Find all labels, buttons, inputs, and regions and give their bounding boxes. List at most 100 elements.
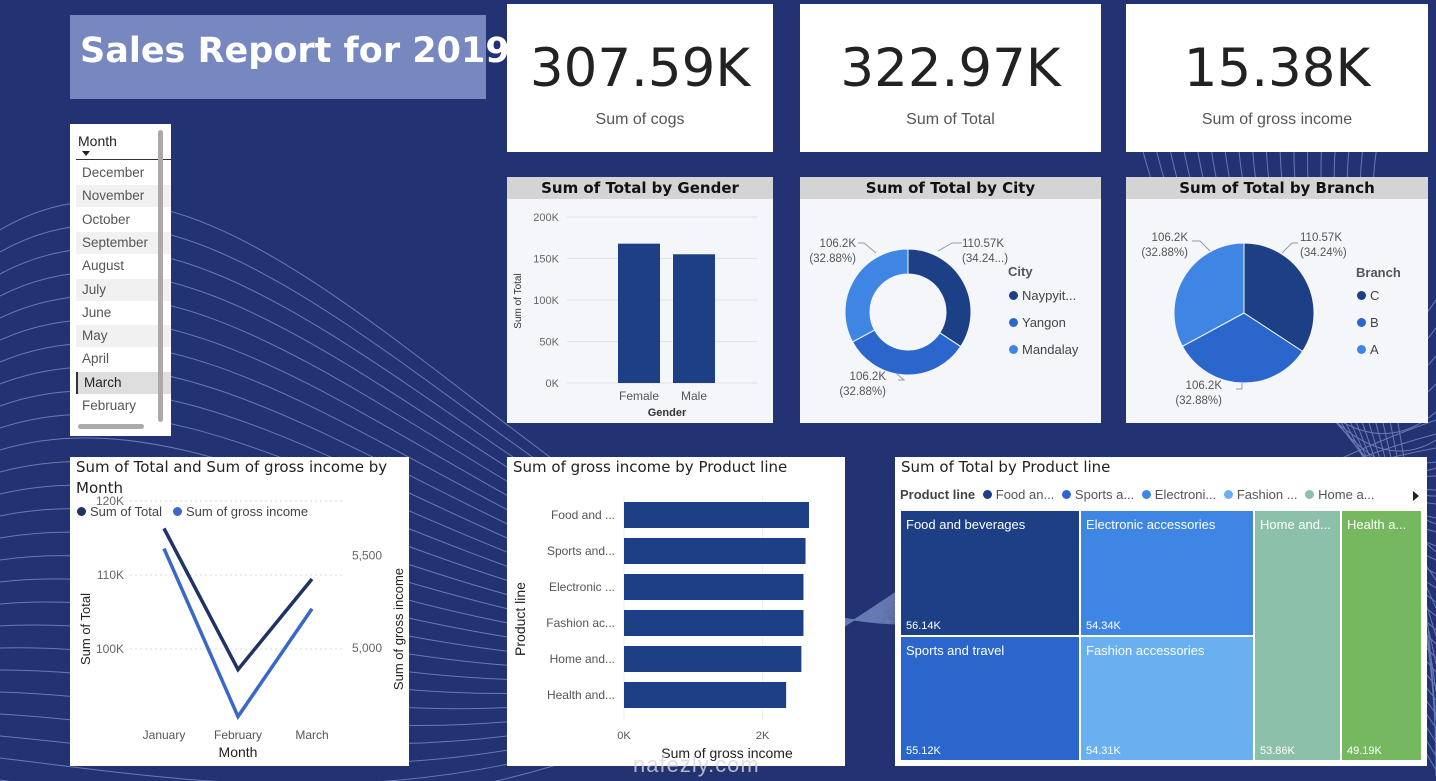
legend-label: C <box>1370 288 1380 303</box>
legend-title: Product line <box>900 487 976 502</box>
legend-item-home[interactable]: Home a... <box>1305 487 1375 502</box>
treemap-tile-3[interactable]: Fashion accessories 54.31K <box>1081 637 1253 760</box>
treemap-tile-5[interactable]: Health a... 49.19K <box>1342 511 1421 760</box>
x-tick-label: January <box>143 728 186 742</box>
tile-value: 54.31K <box>1086 745 1121 757</box>
chart-title-line2: Month <box>76 479 124 497</box>
data-label: (32.88%) <box>839 386 886 398</box>
legend-item-naypyitaw[interactable]: Naypyit... <box>1009 288 1076 303</box>
leader-line <box>858 242 877 254</box>
tile-value: 49.19K <box>1347 745 1382 757</box>
legend-item-yangon[interactable]: Yangon <box>1009 315 1066 330</box>
slicer-hscrollbar[interactable] <box>78 424 144 429</box>
chevron-down-icon[interactable] <box>82 151 90 156</box>
slicer-header[interactable]: Month <box>78 133 117 149</box>
legend-item-food[interactable]: Food an... <box>982 487 1054 502</box>
y-tick-label: Fashion ac... <box>546 616 615 630</box>
y-left-tick-label: 120K <box>96 494 124 508</box>
legend-item-mandalay[interactable]: Mandalay <box>1009 342 1078 357</box>
kpi-value: 307.59K <box>529 38 751 99</box>
y-tick-label: 150K <box>533 254 559 266</box>
legend-item-fashion[interactable]: Fashion ... <box>1223 487 1298 502</box>
slicer-item-october[interactable]: October <box>82 211 131 227</box>
tile-value: 55.12K <box>906 745 941 757</box>
x-axis-title: Sum of gross income <box>661 745 793 761</box>
legend-title: City <box>1008 264 1033 279</box>
series-line-sum-total <box>162 527 314 673</box>
leader-line <box>1281 242 1298 254</box>
treemap-tile-2[interactable]: Electronic accessories 54.34K <box>1081 511 1253 635</box>
chart-title: Sum of Total by Branch <box>1126 177 1428 199</box>
slicer-item-december[interactable]: December <box>82 165 145 180</box>
slicer-item-february[interactable]: February <box>82 398 137 413</box>
legend-item-electronic[interactable]: Electroni... <box>1141 487 1216 502</box>
legend-dot <box>1009 318 1018 327</box>
bar-product-5 <box>624 682 787 708</box>
treemap-tile-1[interactable]: Sports and travel 55.12K <box>901 637 1079 760</box>
product-gross-chart-card[interactable]: Sum of gross income by Product line Food… <box>507 457 845 766</box>
legend-dot <box>173 507 182 516</box>
legend-label: Sum of Total <box>90 504 163 519</box>
kpi-card-cogs[interactable]: 307.59K Sum of cogs <box>507 4 773 152</box>
slicer-item-may[interactable]: May <box>76 325 171 348</box>
y-left-tick-label: 110K <box>97 568 124 582</box>
city-chart-card[interactable]: Sum of Total by City 110.57K (34.24...) 10… <box>800 177 1101 423</box>
data-label: 106.2K <box>820 238 857 250</box>
gender-chart-card[interactable]: Sum of Total by Gender 200K 150K 100K 50K 0K… <box>507 177 773 423</box>
legend-dot <box>1357 318 1366 327</box>
legend-item-branch-a[interactable]: A <box>1357 342 1379 357</box>
slicer-item-august[interactable]: August <box>82 258 125 274</box>
treemap-card[interactable]: Sum of Total by Product line Product lin… <box>895 457 1427 766</box>
treemap-tile-4[interactable]: Home and... 53.86K <box>1255 511 1340 760</box>
tile-value: 56.14K <box>906 620 941 632</box>
y-tick-label: Sports and... <box>547 544 615 558</box>
legend-item-sports[interactable]: Sports a... <box>1061 487 1135 502</box>
legend-item-branch-c[interactable]: C <box>1357 288 1379 303</box>
slicer-item-july[interactable]: July <box>76 278 171 301</box>
month-line-chart-card[interactable]: Sum of Total and Sum of gross income by … <box>70 457 409 766</box>
kpi-label: Sum of gross income <box>1201 111 1353 128</box>
slicer-scrollbar[interactable] <box>158 130 163 422</box>
x-tick-label: Male <box>681 389 707 403</box>
data-label: (32.88%) <box>809 253 856 265</box>
legend-item-sum-total[interactable]: Sum of Total <box>77 504 162 519</box>
x-axis-title: Gender <box>648 407 687 419</box>
treemap-tile-0[interactable]: Food and beverages 56.14K <box>901 511 1079 635</box>
legend-item-sum-gross-income[interactable]: Sum of gross income <box>173 504 308 519</box>
bar-product-1 <box>624 538 806 564</box>
leader-line <box>1192 240 1211 252</box>
data-label: 110.57K <box>1300 232 1342 244</box>
data-label: (34.24...) <box>962 253 1008 265</box>
kpi-card-total[interactable]: 322.97K Sum of Total <box>800 4 1101 152</box>
legend-dot <box>77 507 86 516</box>
y-tick-label: Electronic ... <box>549 580 615 594</box>
data-label: 106.2K <box>1186 380 1223 392</box>
data-label: 106.2K <box>850 371 887 383</box>
bar-product-4 <box>624 646 802 672</box>
legend-label: Sports a... <box>1074 487 1135 502</box>
legend-label: Sum of gross income <box>186 504 309 519</box>
y-axis-title: Product line <box>512 582 528 656</box>
slicer-item-april[interactable]: April <box>82 351 110 367</box>
legend-label: Home a... <box>1318 487 1375 502</box>
branch-chart-card[interactable]: Sum of Total by Branch 110.57K (34.24%) 10… <box>1126 177 1428 423</box>
kpi-card-gross-income[interactable]: 15.38K Sum of gross income <box>1126 4 1428 152</box>
legend-dot <box>1305 490 1315 499</box>
data-label: (32.88%) <box>1175 395 1222 407</box>
gender-bar-chart: 200K 150K 100K 50K 0K Sum of Total Female Male G… <box>513 212 757 419</box>
slicer-item-september[interactable]: September <box>76 231 171 254</box>
legend-next-icon[interactable] <box>1413 491 1419 501</box>
slicer-item-november[interactable]: November <box>76 185 171 208</box>
month-line-chart: 120K 110K 100K 5,500 5,000 Sum of Total Sum of… <box>78 494 406 760</box>
data-label: 110.57K <box>962 238 1004 250</box>
data-label: 106.2K <box>1152 232 1189 244</box>
slicer-item-march[interactable]: March <box>76 371 171 394</box>
watermark: nafezly.com <box>633 752 760 777</box>
month-slicer[interactable]: Month December November October September Au… <box>70 124 171 436</box>
slicer-item-june[interactable]: June <box>82 304 112 320</box>
branch-pie-chart: 110.57K (34.24%) 106.2K (32.88%) 106.2K (32.8… <box>1141 232 1347 407</box>
tile-name: Electronic accessories <box>1086 517 1216 532</box>
leader-line <box>937 242 962 252</box>
legend-item-branch-b[interactable]: B <box>1357 315 1379 330</box>
report-title: Sales Report for 2019 <box>70 15 510 99</box>
